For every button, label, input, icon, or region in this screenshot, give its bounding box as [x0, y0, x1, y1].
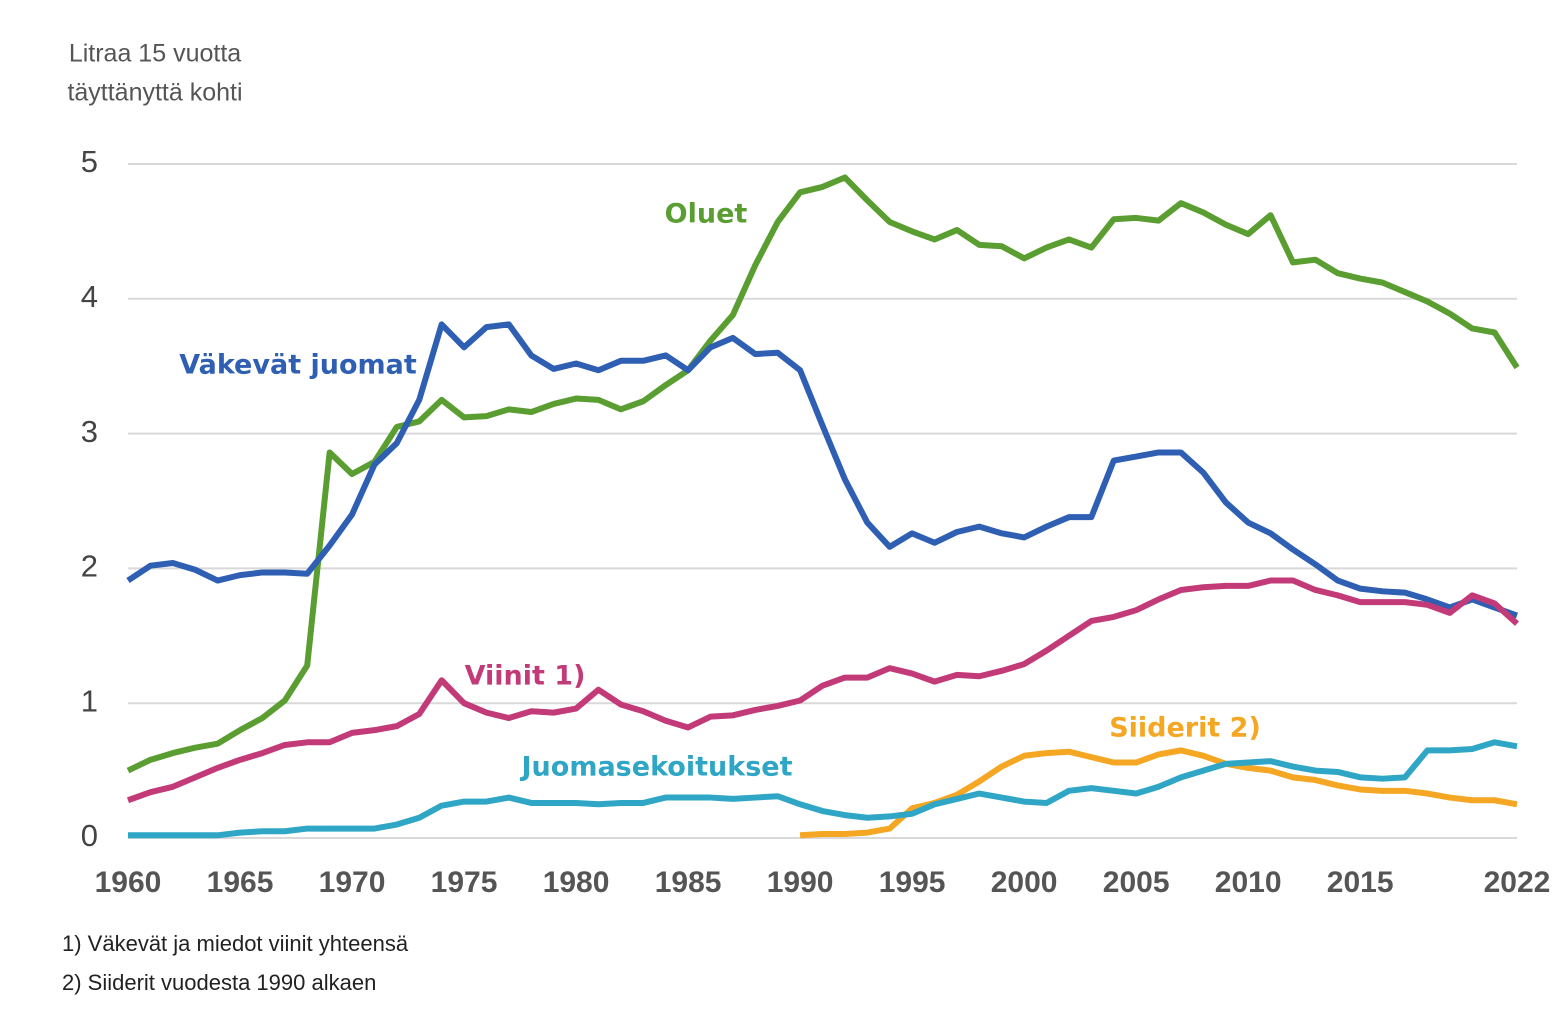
series-label: Viinit 1) — [465, 661, 586, 692]
series-line — [799, 747, 1518, 839]
y-tick-label: 1 — [81, 683, 98, 718]
series-label: Oluet — [665, 199, 748, 230]
y-tick-label: 0 — [81, 818, 98, 853]
x-tick-label: 2010 — [1215, 866, 1282, 899]
series-label: Väkevät juomat — [179, 350, 417, 381]
x-tick-label: 1985 — [655, 866, 722, 899]
y-axis-label: Litraa 15 vuotta — [69, 40, 241, 68]
y-tick-label: 2 — [81, 549, 98, 584]
x-tick-label: 1975 — [431, 866, 498, 899]
x-tick-label: 2000 — [991, 866, 1058, 899]
footnote: 2) Siiderit vuodesta 1990 alkaen — [62, 970, 376, 995]
series-line — [128, 739, 1518, 839]
x-tick-label: 1960 — [95, 866, 162, 899]
x-tick-label: 1995 — [879, 866, 946, 899]
series-line — [126, 577, 1520, 804]
x-tick-label: 2005 — [1103, 866, 1170, 899]
y-tick-label: 4 — [81, 279, 98, 314]
x-tick-label: 2022 — [1484, 866, 1551, 899]
x-tick-label: 2015 — [1327, 866, 1394, 899]
y-tick-label: 3 — [81, 414, 98, 449]
x-tick-label: 1965 — [207, 866, 274, 899]
x-tick-label: 1990 — [767, 866, 834, 899]
series-label: Siiderit 2) — [1109, 713, 1261, 744]
y-axis-label: täyttänyttä kohti — [67, 79, 242, 107]
series-line — [126, 321, 1519, 619]
x-tick-label: 1980 — [543, 866, 610, 899]
series-label: Juomasekoitukset — [520, 752, 793, 783]
y-tick-label: 5 — [81, 144, 98, 179]
series-line — [126, 174, 1520, 774]
footnote: 1) Väkevät ja miedot viinit yhteensä — [62, 931, 409, 956]
x-tick-label: 1970 — [319, 866, 386, 899]
